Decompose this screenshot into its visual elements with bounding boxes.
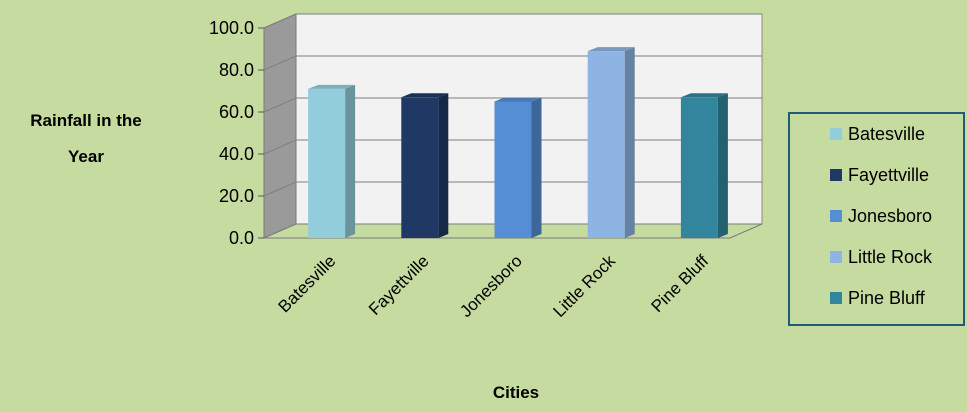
legend: Batesville Fayettville Jonesboro Little Roc… [788, 112, 965, 326]
y-axis-label-line-1: Rainfall in the [30, 111, 141, 130]
bar-little-rock [587, 47, 635, 238]
bar-pine-bluff [680, 93, 728, 238]
legend-item: Fayettville [830, 165, 929, 185]
y-tick-label: 80.0 [219, 60, 254, 80]
legend-swatch [830, 169, 842, 181]
y-tick-label: 100.0 [209, 18, 254, 38]
side-wall [263, 13, 297, 239]
bar-side [345, 84, 356, 239]
bar-front [401, 97, 439, 238]
legend-swatch [830, 292, 842, 304]
x-tick-label: Batesville [275, 251, 340, 316]
y-axis-label-line-2: Year [68, 147, 104, 166]
legend-item: Little Rock [830, 247, 933, 267]
x-axis-ticks: Batesville Fayettville Jonesboro Little Roc… [275, 251, 713, 321]
bar-top [494, 97, 542, 102]
legend-item: Batesville [830, 124, 925, 144]
legend-item: Jonesboro [830, 206, 932, 226]
bars [308, 47, 728, 239]
x-tick-label: Jonesboro [456, 251, 526, 321]
legend-box [788, 112, 965, 326]
y-tick-label: 40.0 [219, 144, 254, 164]
x-tick-label: Little Rock [549, 251, 619, 321]
legend-label: Little Rock [848, 247, 933, 267]
x-axis-label: Cities [493, 383, 539, 402]
legend-swatch [830, 251, 842, 263]
bar-side [624, 47, 635, 238]
bar-top [680, 93, 728, 98]
legend-label: Fayettville [848, 165, 929, 185]
gridline [263, 13, 762, 29]
x-tick-label: Fayettville [365, 251, 433, 319]
y-tick-label: 20.0 [219, 186, 254, 206]
bar-top [401, 93, 449, 98]
bar-front [494, 101, 532, 238]
bar-side [438, 93, 449, 238]
y-axis-ticks: 0.0 20.0 40.0 60.0 80.0 100.0 [209, 18, 264, 248]
y-tick-label: 0.0 [229, 228, 254, 248]
bar-top [308, 84, 356, 89]
x-tick-label: Pine Bluff [648, 251, 713, 316]
legend-label: Batesville [848, 124, 925, 144]
bar-fayettville [401, 93, 449, 238]
bar-front [587, 51, 625, 238]
bar-side [531, 97, 542, 238]
bar-top [587, 47, 635, 52]
bar-front [680, 97, 718, 238]
legend-label: Pine Bluff [848, 288, 926, 308]
bar-front [308, 88, 346, 239]
bar-jonesboro [494, 97, 542, 238]
legend-label: Jonesboro [848, 206, 932, 226]
legend-swatch [830, 128, 842, 140]
bar-side [717, 93, 728, 238]
y-tick-label: 60.0 [219, 102, 254, 122]
bar-batesville [308, 84, 356, 239]
legend-item: Pine Bluff [830, 288, 926, 308]
legend-swatch [830, 210, 842, 222]
